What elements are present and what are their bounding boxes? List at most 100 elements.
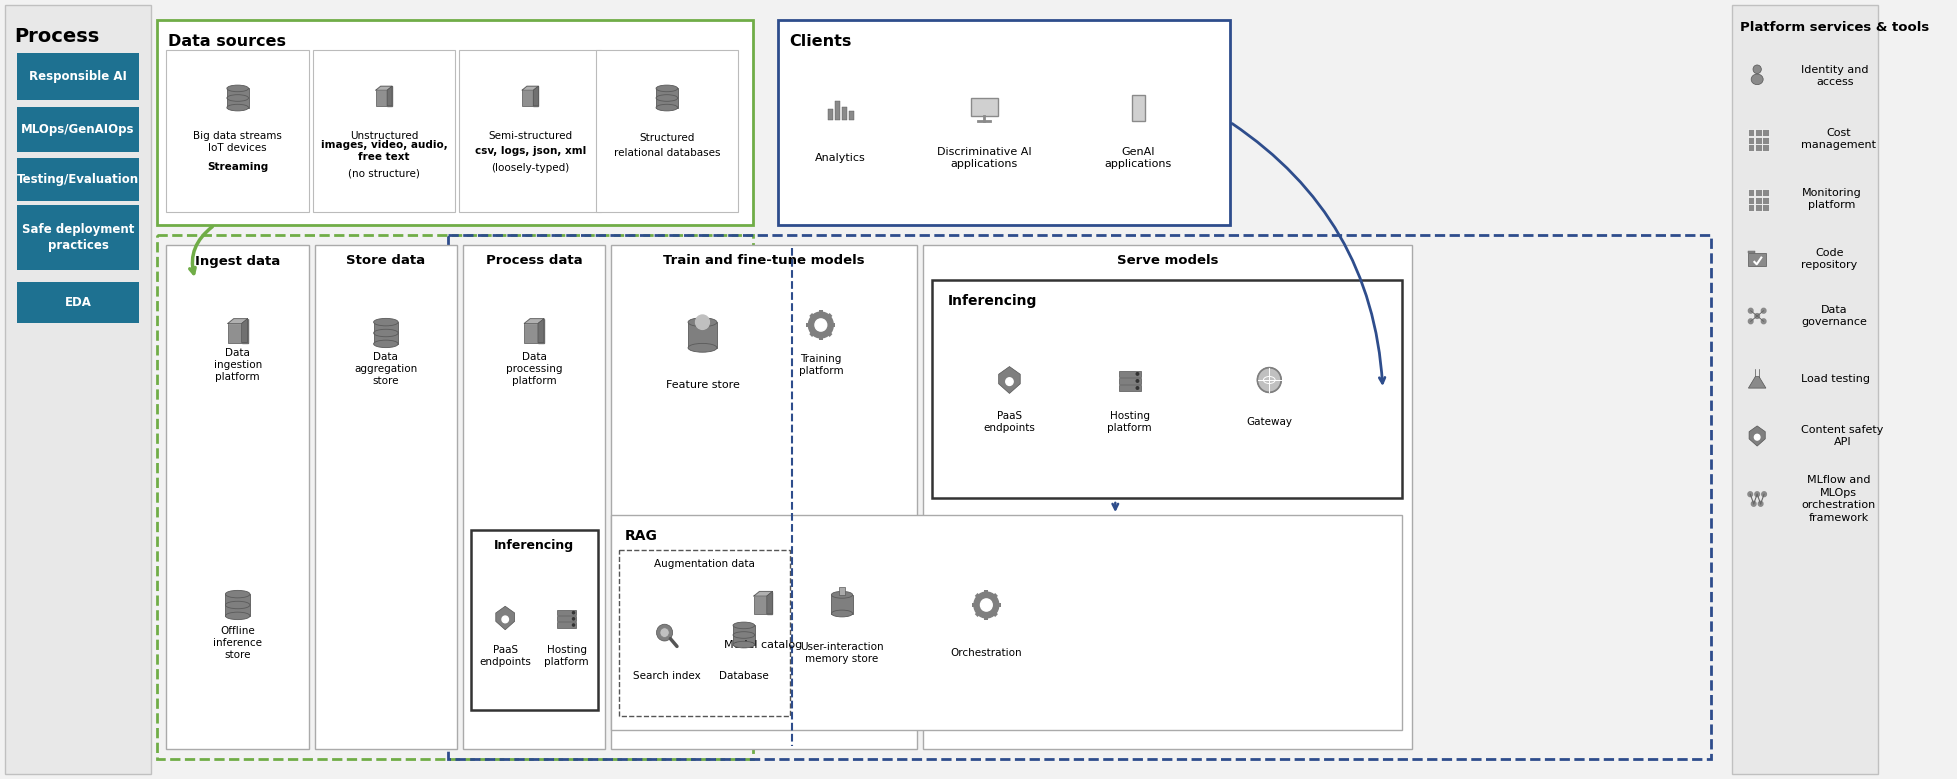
- Bar: [1748, 197, 1753, 203]
- Text: (no structure): (no structure): [348, 168, 421, 178]
- Bar: [376, 90, 391, 106]
- Bar: [611, 515, 1401, 730]
- Bar: [932, 280, 1401, 498]
- Bar: [992, 593, 998, 599]
- Bar: [1119, 378, 1141, 384]
- Text: Serve models: Serve models: [1117, 255, 1217, 267]
- Text: Load testing: Load testing: [1802, 374, 1871, 384]
- Bar: [558, 622, 575, 628]
- Text: Inferencing: Inferencing: [947, 294, 1037, 308]
- Circle shape: [1137, 386, 1139, 390]
- Bar: [460, 50, 601, 212]
- Circle shape: [975, 592, 998, 618]
- Bar: [818, 336, 822, 340]
- Bar: [227, 88, 249, 108]
- Circle shape: [1755, 492, 1759, 496]
- Bar: [832, 323, 836, 327]
- Bar: [1755, 129, 1761, 136]
- Circle shape: [814, 319, 826, 331]
- Ellipse shape: [225, 590, 250, 597]
- Bar: [1119, 371, 1141, 377]
- Circle shape: [1761, 319, 1765, 324]
- Ellipse shape: [227, 104, 249, 111]
- Bar: [984, 590, 988, 594]
- Ellipse shape: [225, 612, 250, 619]
- Bar: [806, 323, 810, 327]
- Bar: [18, 107, 139, 152]
- Bar: [524, 323, 544, 343]
- Text: Ingest data: Ingest data: [196, 255, 280, 267]
- Bar: [1755, 137, 1761, 143]
- Polygon shape: [1748, 376, 1765, 388]
- Bar: [1748, 189, 1753, 196]
- Bar: [975, 593, 980, 599]
- Text: Data
ingestion
platform: Data ingestion platform: [213, 347, 262, 382]
- Bar: [18, 205, 139, 270]
- Text: Hosting
platform: Hosting platform: [544, 645, 589, 667]
- Bar: [810, 331, 814, 337]
- Circle shape: [1137, 372, 1139, 375]
- Bar: [828, 313, 832, 319]
- Text: PaaS
endpoints: PaaS endpoints: [984, 411, 1035, 433]
- Bar: [984, 616, 988, 620]
- Polygon shape: [523, 86, 538, 90]
- Text: Store data: Store data: [346, 255, 425, 267]
- Bar: [558, 610, 575, 615]
- Bar: [18, 282, 139, 323]
- Text: relational databases: relational databases: [614, 148, 720, 158]
- Bar: [1755, 144, 1761, 151]
- Polygon shape: [227, 319, 247, 323]
- Circle shape: [808, 312, 834, 338]
- Bar: [1732, 5, 1879, 774]
- Text: Search index: Search index: [632, 671, 701, 681]
- Text: PaaS
endpoints: PaaS endpoints: [479, 645, 530, 667]
- Bar: [1748, 129, 1753, 136]
- Text: Safe deployment
practices: Safe deployment practices: [22, 223, 135, 252]
- Bar: [166, 245, 309, 749]
- Text: Big data streams
IoT devices: Big data streams IoT devices: [194, 131, 282, 153]
- Ellipse shape: [832, 591, 853, 598]
- Ellipse shape: [734, 622, 755, 629]
- Text: Data sources: Data sources: [168, 34, 286, 49]
- Text: Offline
inference
store: Offline inference store: [213, 626, 262, 661]
- Bar: [470, 530, 597, 710]
- Circle shape: [1753, 435, 1759, 440]
- Text: Inferencing: Inferencing: [493, 540, 573, 552]
- Ellipse shape: [1752, 74, 1763, 85]
- Bar: [611, 245, 918, 749]
- Text: Testing/Evaluation: Testing/Evaluation: [18, 173, 139, 186]
- Bar: [313, 50, 456, 212]
- Circle shape: [1748, 308, 1753, 313]
- Text: Analytics: Analytics: [814, 153, 865, 163]
- Text: Data
governance: Data governance: [1802, 305, 1867, 327]
- Circle shape: [1748, 492, 1753, 496]
- Text: Process data: Process data: [485, 255, 583, 267]
- Text: images, video, audio,
free text: images, video, audio, free text: [321, 139, 448, 162]
- Text: csv, logs, json, xml: csv, logs, json, xml: [476, 146, 585, 156]
- Bar: [18, 53, 139, 100]
- Polygon shape: [241, 319, 247, 343]
- Bar: [832, 595, 853, 614]
- Polygon shape: [998, 367, 1020, 393]
- Text: Process: Process: [14, 27, 100, 46]
- Bar: [18, 158, 139, 201]
- Bar: [1748, 204, 1753, 211]
- Text: Model catalog: Model catalog: [724, 640, 802, 650]
- Ellipse shape: [227, 85, 249, 92]
- Bar: [4, 5, 151, 774]
- Text: EDA: EDA: [65, 296, 92, 309]
- Bar: [523, 90, 538, 106]
- Bar: [971, 97, 998, 116]
- Bar: [656, 88, 677, 108]
- Polygon shape: [767, 591, 773, 614]
- Polygon shape: [376, 86, 391, 90]
- Bar: [448, 235, 1710, 759]
- Bar: [1748, 253, 1765, 266]
- Text: Discriminative AI
applications: Discriminative AI applications: [937, 146, 1031, 169]
- Bar: [227, 323, 247, 343]
- Bar: [618, 550, 791, 716]
- Bar: [157, 20, 753, 225]
- Bar: [1131, 95, 1145, 122]
- Bar: [1755, 197, 1761, 203]
- Circle shape: [1137, 379, 1139, 382]
